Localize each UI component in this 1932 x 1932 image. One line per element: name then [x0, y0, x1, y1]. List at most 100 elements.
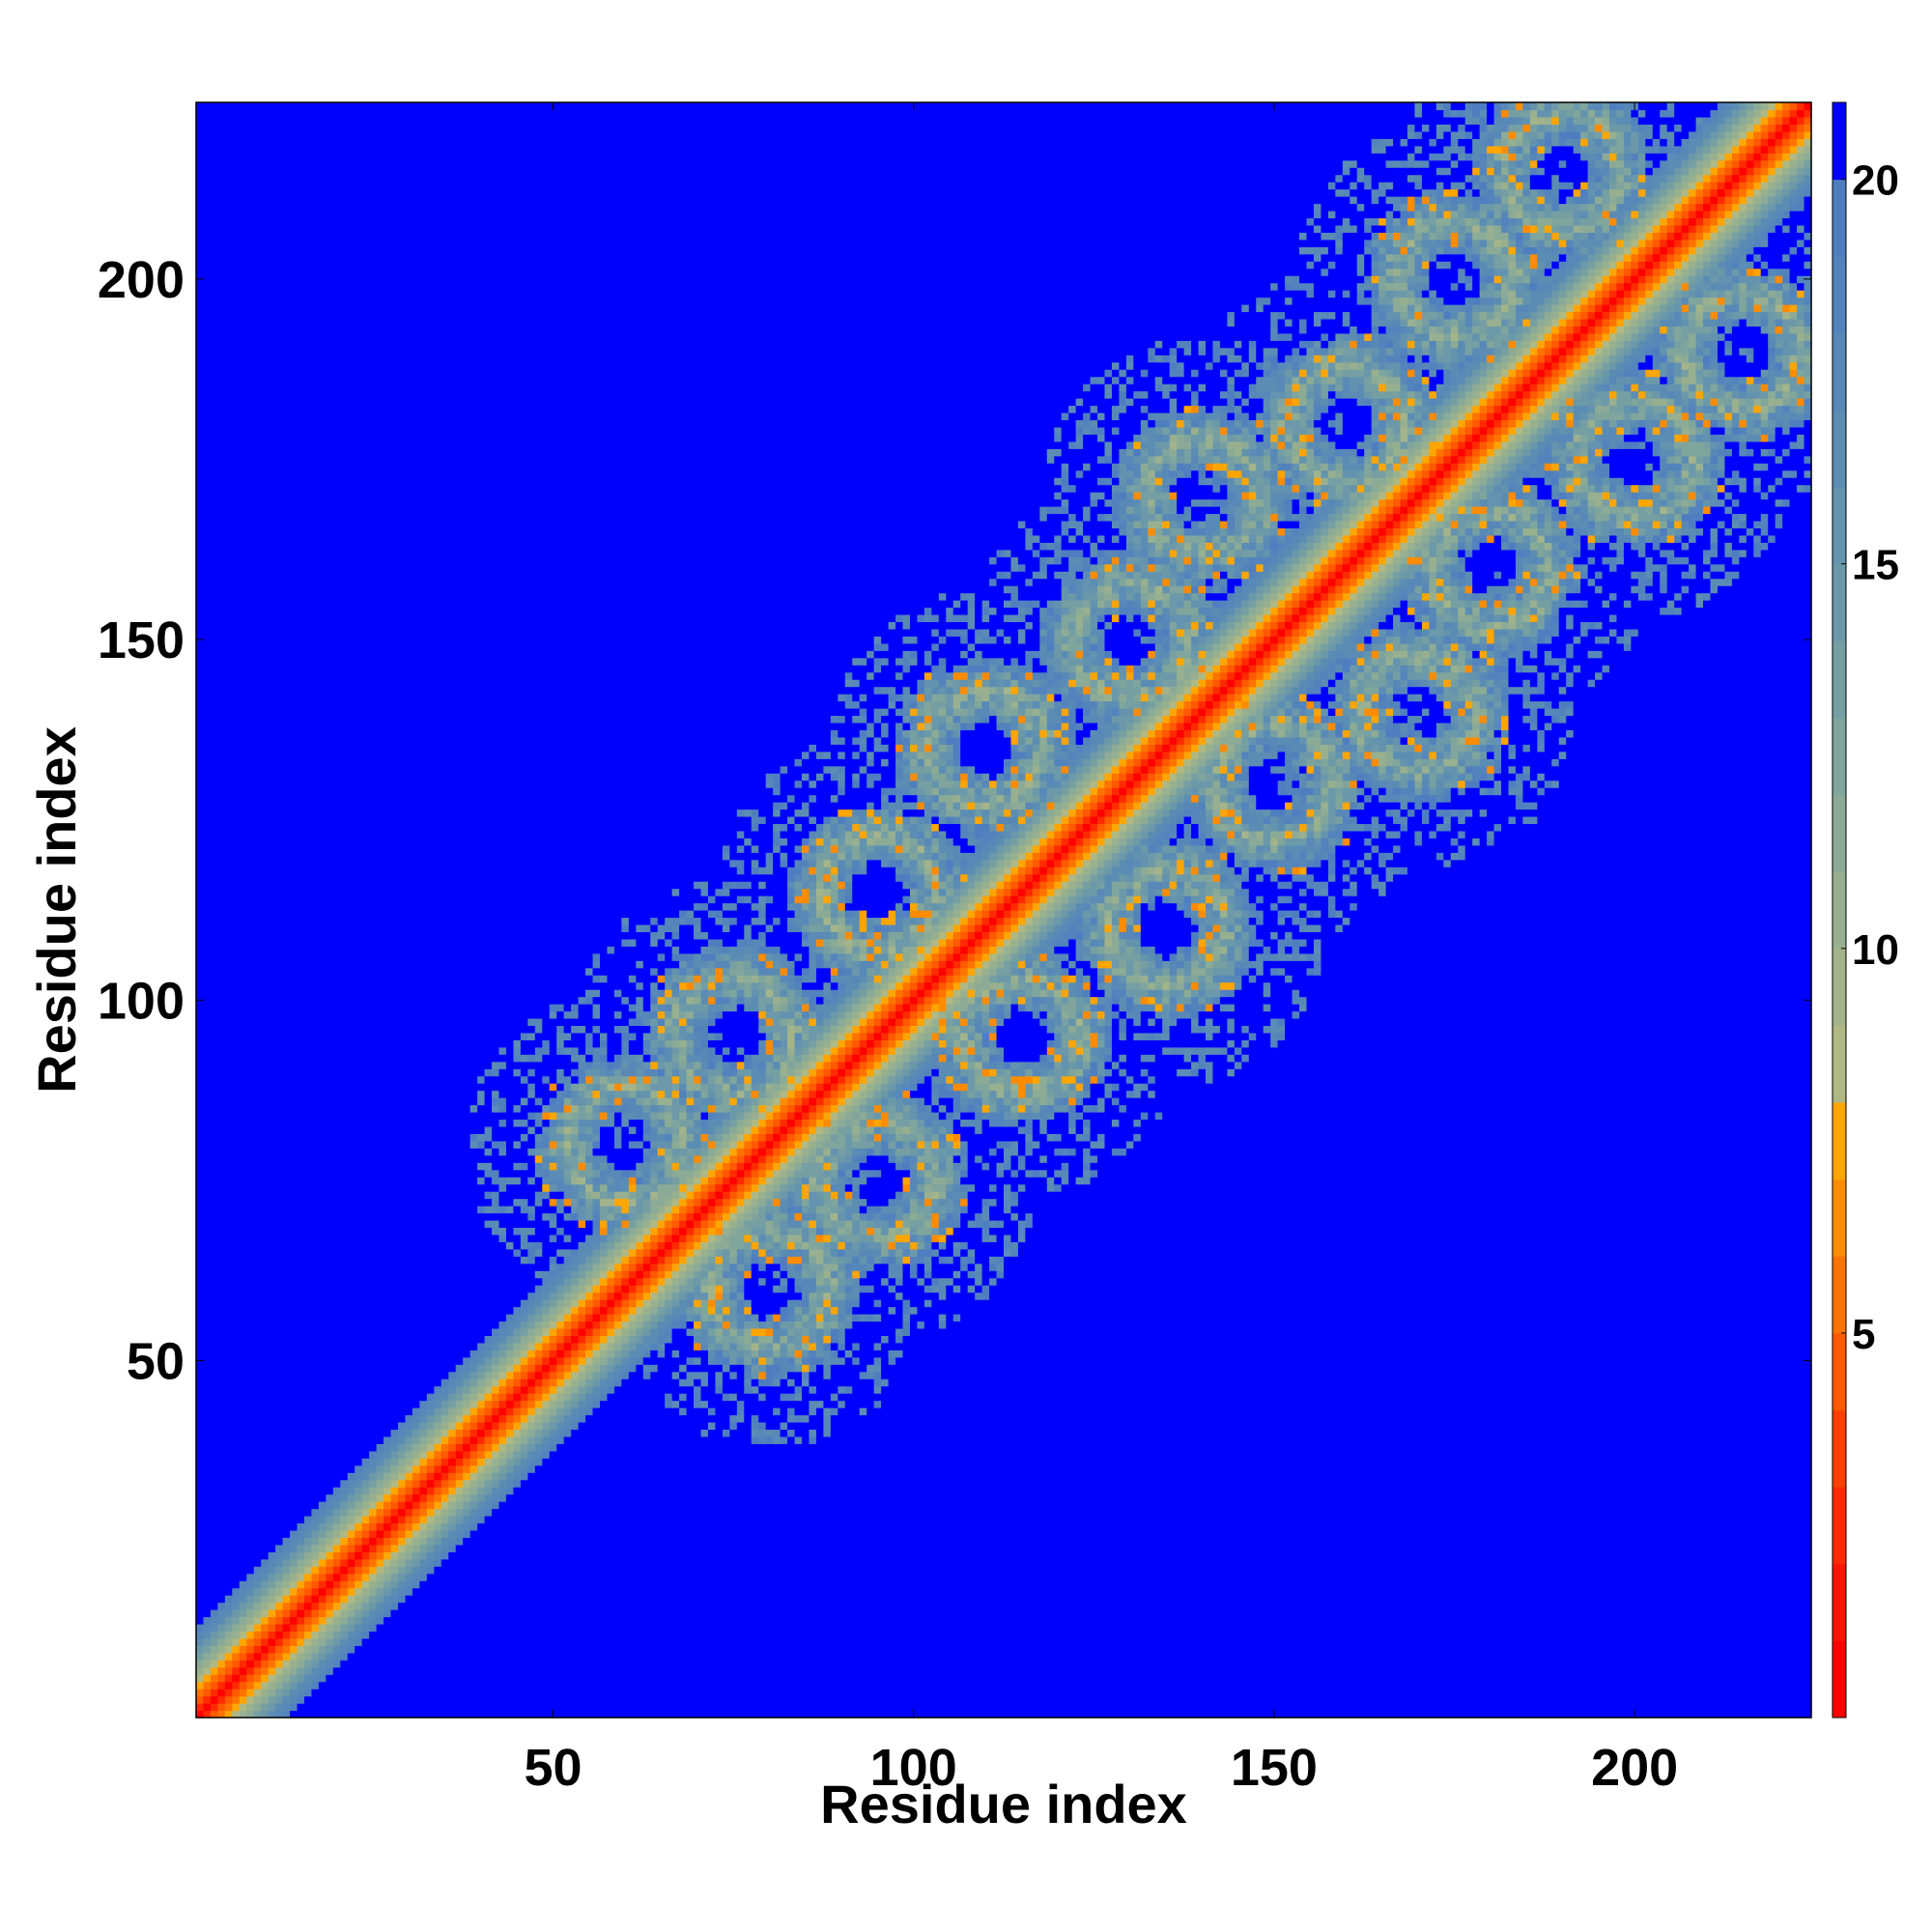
heatmap-cell: [484, 1501, 493, 1510]
heatmap-cell: [744, 1004, 759, 1012]
heatmap-cell: [657, 1097, 673, 1106]
heatmap-cell: [657, 996, 666, 1005]
heatmap-cell: [196, 1125, 486, 1134]
heatmap-cell: [758, 1097, 767, 1106]
heatmap-cell: [952, 1112, 961, 1121]
heatmap-cell: [722, 1335, 738, 1344]
heatmap-cell: [765, 1212, 774, 1221]
heatmap-cell: [513, 1458, 522, 1466]
heatmap-cell: [513, 1472, 522, 1481]
heatmap-cell: [765, 1017, 774, 1027]
heatmap-cell: [794, 1435, 803, 1444]
heatmap-cell: [426, 1400, 435, 1408]
heatmap-cell: [578, 996, 586, 1005]
heatmap-cell: [802, 1025, 810, 1034]
heatmap-cell: [275, 1587, 284, 1596]
heatmap-cell: [434, 1443, 442, 1452]
heatmap-cell: [773, 1285, 781, 1293]
heatmap-cell: [549, 1299, 557, 1308]
heatmap-cell: [520, 1133, 528, 1142]
heatmap-cell: [844, 1090, 853, 1098]
heatmap-cell: [636, 1219, 644, 1229]
heatmap-cell: [909, 1177, 919, 1185]
heatmap-cell: [780, 1234, 788, 1242]
heatmap-cell: [938, 1227, 947, 1236]
heatmap-cell: [1119, 1010, 1127, 1019]
heatmap-cell: [657, 1010, 666, 1019]
heatmap-cell: [621, 1371, 630, 1379]
heatmap-cell: [946, 1227, 954, 1236]
heatmap-cell: [203, 1645, 212, 1654]
heatmap-cell: [326, 1616, 334, 1625]
heatmap-cell: [600, 1393, 609, 1402]
heatmap-cell: [505, 1314, 515, 1322]
heatmap-cell: [628, 1025, 651, 1034]
heatmap-cell: [282, 1602, 291, 1610]
heatmap-cell: [665, 1198, 673, 1207]
heatmap-cell: [196, 1270, 536, 1279]
heatmap-cell: [275, 1631, 284, 1639]
heatmap-cell: [729, 1306, 738, 1315]
heatmap-cell: [917, 989, 925, 998]
heatmap-cell: [585, 1140, 594, 1149]
heatmap-cell: [549, 1104, 565, 1113]
heatmap-cell: [715, 1046, 724, 1055]
heatmap-cell: [815, 1385, 838, 1394]
heatmap-cell: [355, 1587, 363, 1596]
heatmap-cell: [253, 1623, 262, 1633]
heatmap-cell: [694, 1306, 702, 1315]
heatmap-cell: [923, 1234, 932, 1242]
heatmap-cell: [844, 1277, 853, 1286]
heatmap-cell: [290, 1695, 298, 1704]
heatmap-cell: [736, 1090, 745, 1098]
heatmap-cell: [960, 1010, 969, 1019]
heatmap-cell: [384, 1551, 392, 1560]
heatmap-cell: [823, 1169, 832, 1178]
heatmap-cell: [671, 1112, 680, 1121]
heatmap-cell: [492, 1125, 528, 1134]
heatmap-cell: [477, 1206, 486, 1214]
heatmap-cell: [830, 1219, 846, 1229]
heatmap-cell: [261, 1681, 270, 1690]
heatmap-cell: [347, 1609, 355, 1618]
heatmap-cell: [679, 996, 688, 1005]
heatmap-cell: [744, 1125, 753, 1134]
heatmap-cell: [542, 1400, 551, 1408]
heatmap-cell: [1140, 996, 1149, 1005]
heatmap-cell: [707, 1378, 717, 1387]
heatmap-cell: [527, 1414, 536, 1423]
heatmap-cell: [1227, 989, 1236, 998]
heatmap-cell: [571, 1393, 580, 1402]
heatmap-cell: [492, 1501, 500, 1510]
heatmap-cell: [246, 1573, 255, 1581]
heatmap-cell: [823, 1356, 838, 1365]
heatmap-cell: [981, 1039, 990, 1048]
heatmap-cell: [1206, 981, 1221, 990]
heatmap-cell: [736, 1154, 745, 1163]
heatmap-cell: [332, 1508, 341, 1517]
heatmap-cell: [722, 1356, 730, 1365]
heatmap-cell: [571, 1140, 580, 1149]
heatmap-cell: [809, 1429, 817, 1437]
heatmap-cell: [773, 1241, 781, 1250]
heatmap-cell: [671, 1039, 680, 1048]
heatmap-cell: [556, 1335, 565, 1344]
heatmap-cell: [390, 1544, 399, 1552]
heatmap-cell: [318, 1537, 327, 1546]
heatmap-cell: [1119, 1032, 1127, 1040]
heatmap-cell: [412, 1421, 420, 1431]
heatmap-cell: [636, 1270, 644, 1279]
heatmap-cell: [498, 1183, 507, 1192]
heatmap-cell: [369, 1616, 378, 1625]
heatmap-cell: [844, 1263, 853, 1271]
heatmap-cell: [787, 1112, 796, 1121]
heatmap-cell: [838, 1270, 846, 1279]
heatmap-cell: [384, 1529, 392, 1538]
heatmap-cell: [815, 1285, 832, 1293]
heatmap-cell: [700, 1083, 709, 1092]
heatmap-cell: [361, 1493, 370, 1502]
heatmap-cell: [981, 1162, 990, 1171]
heatmap-cell: [830, 1212, 838, 1221]
heatmap-cell: [275, 1558, 284, 1567]
heatmap-cell: [376, 1479, 384, 1488]
